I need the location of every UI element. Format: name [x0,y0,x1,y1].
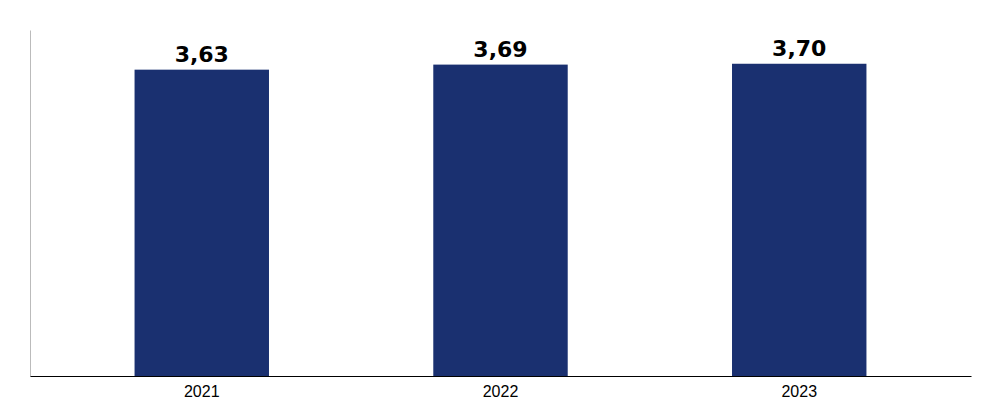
x-axis-line [31,376,972,377]
bars [135,64,867,376]
data-labels: 3,63 3,69 3,70 [175,36,827,67]
bar [732,64,866,376]
x-tick: 2021 [184,383,220,400]
bar [135,70,269,376]
data-label: 3,63 [175,42,229,67]
x-tick: 2022 [483,383,519,400]
chart: 2021 2022 2023 3,63 3,69 3,70 [0,0,1001,416]
plot: 2021 2022 2023 3,63 3,69 3,70 [31,31,972,401]
bar [433,65,567,376]
y-axis [30,31,31,377]
data-label: 3,69 [473,37,527,62]
data-label: 3,70 [772,36,826,61]
x-tick-label: 2022 [483,383,519,400]
x-axis: 2021 2022 2023 [31,377,972,401]
y-axis-line [30,31,31,377]
x-tick-label: 2021 [184,383,220,400]
x-tick: 2023 [781,383,817,400]
x-tick-label: 2023 [781,383,817,400]
